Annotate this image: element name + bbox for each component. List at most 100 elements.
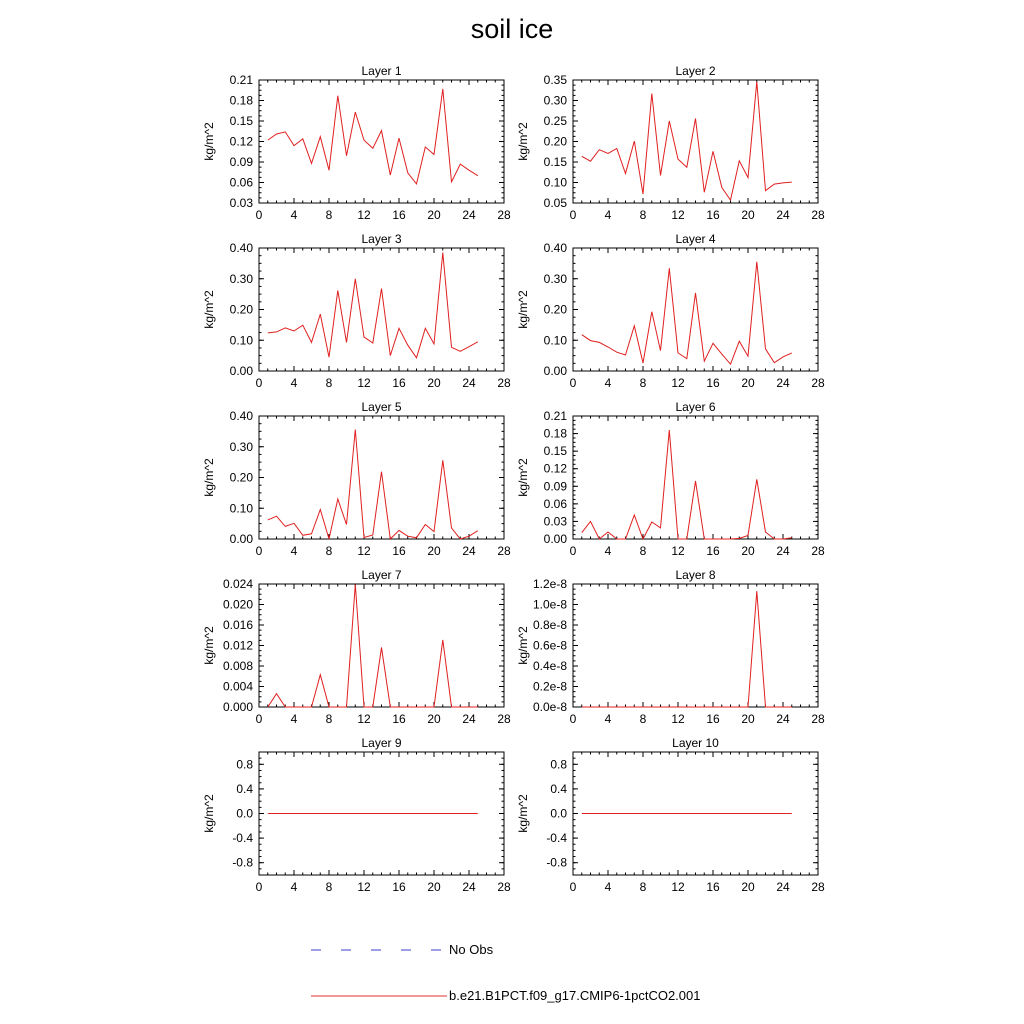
y-tick-label: 0.25 — [544, 114, 568, 128]
y-tick-label: 0.000 — [223, 700, 253, 714]
panel-title: Layer 4 — [675, 232, 715, 246]
x-tick-label: 24 — [776, 544, 790, 558]
x-tick-label: 8 — [640, 208, 647, 222]
x-tick-label: 0 — [570, 376, 577, 390]
panel-title: Layer 2 — [675, 64, 715, 78]
x-tick-label: 12 — [357, 880, 371, 894]
y-tick-label: 0.00 — [544, 364, 568, 378]
y-tick-label: 0.30 — [230, 440, 254, 454]
x-tick-label: 16 — [706, 376, 720, 390]
x-tick-label: 24 — [776, 880, 790, 894]
x-tick-label: 24 — [462, 712, 476, 726]
x-tick-label: 8 — [640, 376, 647, 390]
panel-title: Layer 1 — [361, 64, 401, 78]
series-line — [581, 261, 793, 366]
x-tick-label: 4 — [605, 208, 612, 222]
x-tick-label: 24 — [462, 208, 476, 222]
legend: No Obs b.e21.B1PCT.f09_g17.CMIP6-1pctCO2.… — [311, 942, 700, 1003]
x-tick-label: 0 — [256, 376, 263, 390]
y-tick-label: 0.20 — [544, 135, 568, 149]
y-tick-label: 0.15 — [544, 444, 568, 458]
x-tick-label: 12 — [357, 376, 371, 390]
x-tick-label: 28 — [497, 208, 511, 222]
y-tick-label: 0.20 — [230, 471, 254, 485]
x-tick-label: 24 — [462, 880, 476, 894]
x-tick-label: 4 — [605, 880, 612, 894]
y-axis-label: kg/m^2 — [516, 626, 530, 665]
x-tick-label: 20 — [427, 376, 441, 390]
panel-5: Layer 5 0 4 8 12 16 20 24 28 0.00 0.10 0.20 0.30 0.40… — [202, 400, 511, 558]
y-tick-label: 0.05 — [544, 196, 568, 210]
y-tick-label: 0.09 — [230, 155, 254, 169]
y-axis-label: kg/m^2 — [202, 122, 216, 161]
x-tick-label: 28 — [497, 544, 511, 558]
y-tick-label: 0.15 — [544, 155, 568, 169]
panel-3: Layer 3 0 4 8 12 16 20 24 28 0.00 0.10 0.20 0.30 0.40… — [202, 232, 511, 390]
x-tick-label: 4 — [291, 208, 298, 222]
x-tick-label: 0 — [570, 880, 577, 894]
panel-title: Layer 5 — [361, 400, 401, 414]
y-tick-label: 0.30 — [230, 272, 254, 286]
x-tick-label: 8 — [640, 544, 647, 558]
y-tick-label: -0.8 — [546, 856, 567, 870]
x-tick-label: 20 — [741, 208, 755, 222]
x-tick-label: 4 — [605, 544, 612, 558]
x-tick-label: 24 — [462, 376, 476, 390]
y-tick-label: -0.4 — [546, 831, 567, 845]
x-tick-label: 28 — [497, 880, 511, 894]
y-tick-label: 0.00 — [230, 364, 254, 378]
plot-frame — [572, 247, 819, 372]
y-axis-label: kg/m^2 — [516, 122, 530, 161]
x-tick-label: 16 — [392, 880, 406, 894]
y-tick-label: -0.4 — [232, 831, 253, 845]
x-tick-label: 8 — [326, 208, 333, 222]
x-tick-label: 4 — [291, 880, 298, 894]
series-line — [581, 591, 792, 708]
x-tick-label: 20 — [427, 712, 441, 726]
x-tick-label: 20 — [427, 208, 441, 222]
x-tick-label: 16 — [392, 208, 406, 222]
x-tick-label: 20 — [427, 544, 441, 558]
y-tick-label: 0.0 — [236, 807, 253, 821]
x-tick-label: 0 — [570, 208, 577, 222]
y-axis-label: kg/m^2 — [202, 794, 216, 833]
y-tick-label: 0.4 — [236, 782, 253, 796]
y-tick-label: 0.016 — [223, 618, 253, 632]
x-tick-label: 24 — [462, 544, 476, 558]
x-tick-label: 8 — [326, 376, 333, 390]
panel-title: Layer 7 — [361, 568, 401, 582]
y-tick-label: 0.0 — [550, 807, 567, 821]
y-tick-label: 0.20 — [544, 303, 568, 317]
y-tick-label: 0.30 — [544, 272, 568, 286]
y-axis-label: kg/m^2 — [516, 290, 530, 329]
series-line — [267, 252, 479, 359]
series-line — [267, 584, 478, 708]
plot-frame — [572, 79, 819, 204]
y-tick-label: 0.8 — [236, 757, 253, 771]
x-tick-label: 4 — [605, 712, 612, 726]
x-tick-label: 28 — [497, 712, 511, 726]
x-tick-label: 12 — [671, 712, 685, 726]
y-tick-label: 0.020 — [223, 598, 253, 612]
panel-title: Layer 3 — [361, 232, 401, 246]
x-tick-label: 16 — [706, 544, 720, 558]
y-tick-label: 0.21 — [544, 409, 568, 423]
x-tick-label: 0 — [256, 544, 263, 558]
y-tick-label: 1.2e-8 — [533, 577, 567, 591]
y-tick-label: 0.4 — [550, 782, 567, 796]
x-tick-label: 12 — [357, 544, 371, 558]
x-tick-label: 16 — [706, 712, 720, 726]
y-tick-label: 0.09 — [544, 479, 568, 493]
panel-2: Layer 2 0 4 8 12 16 20 24 28 0.05 0.10 0.15 0.20 0.25… — [516, 64, 825, 222]
panel-6: Layer 6 0 4 8 12 16 20 24 28 0.00 0.03 0.06 0.09 0.12… — [516, 400, 825, 558]
x-tick-label: 16 — [392, 712, 406, 726]
x-tick-label: 0 — [256, 208, 263, 222]
x-tick-label: 20 — [741, 376, 755, 390]
x-tick-label: 12 — [671, 376, 685, 390]
x-tick-label: 20 — [741, 544, 755, 558]
plot-frame — [572, 583, 819, 708]
y-tick-label: 0.2e-8 — [533, 680, 567, 694]
panel-title: Layer 10 — [672, 736, 719, 750]
x-tick-label: 28 — [811, 208, 825, 222]
y-tick-label: 0.12 — [544, 462, 568, 476]
